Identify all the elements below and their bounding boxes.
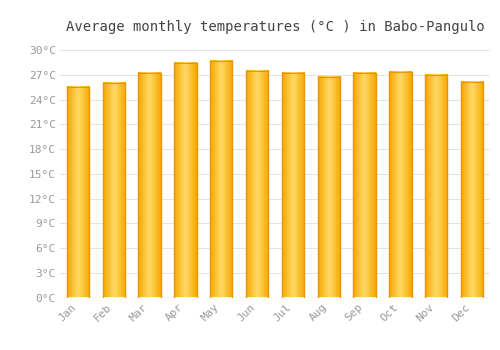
- Title: Average monthly temperatures (°C ) in Babo-Pangulo: Average monthly temperatures (°C ) in Ba…: [66, 20, 484, 34]
